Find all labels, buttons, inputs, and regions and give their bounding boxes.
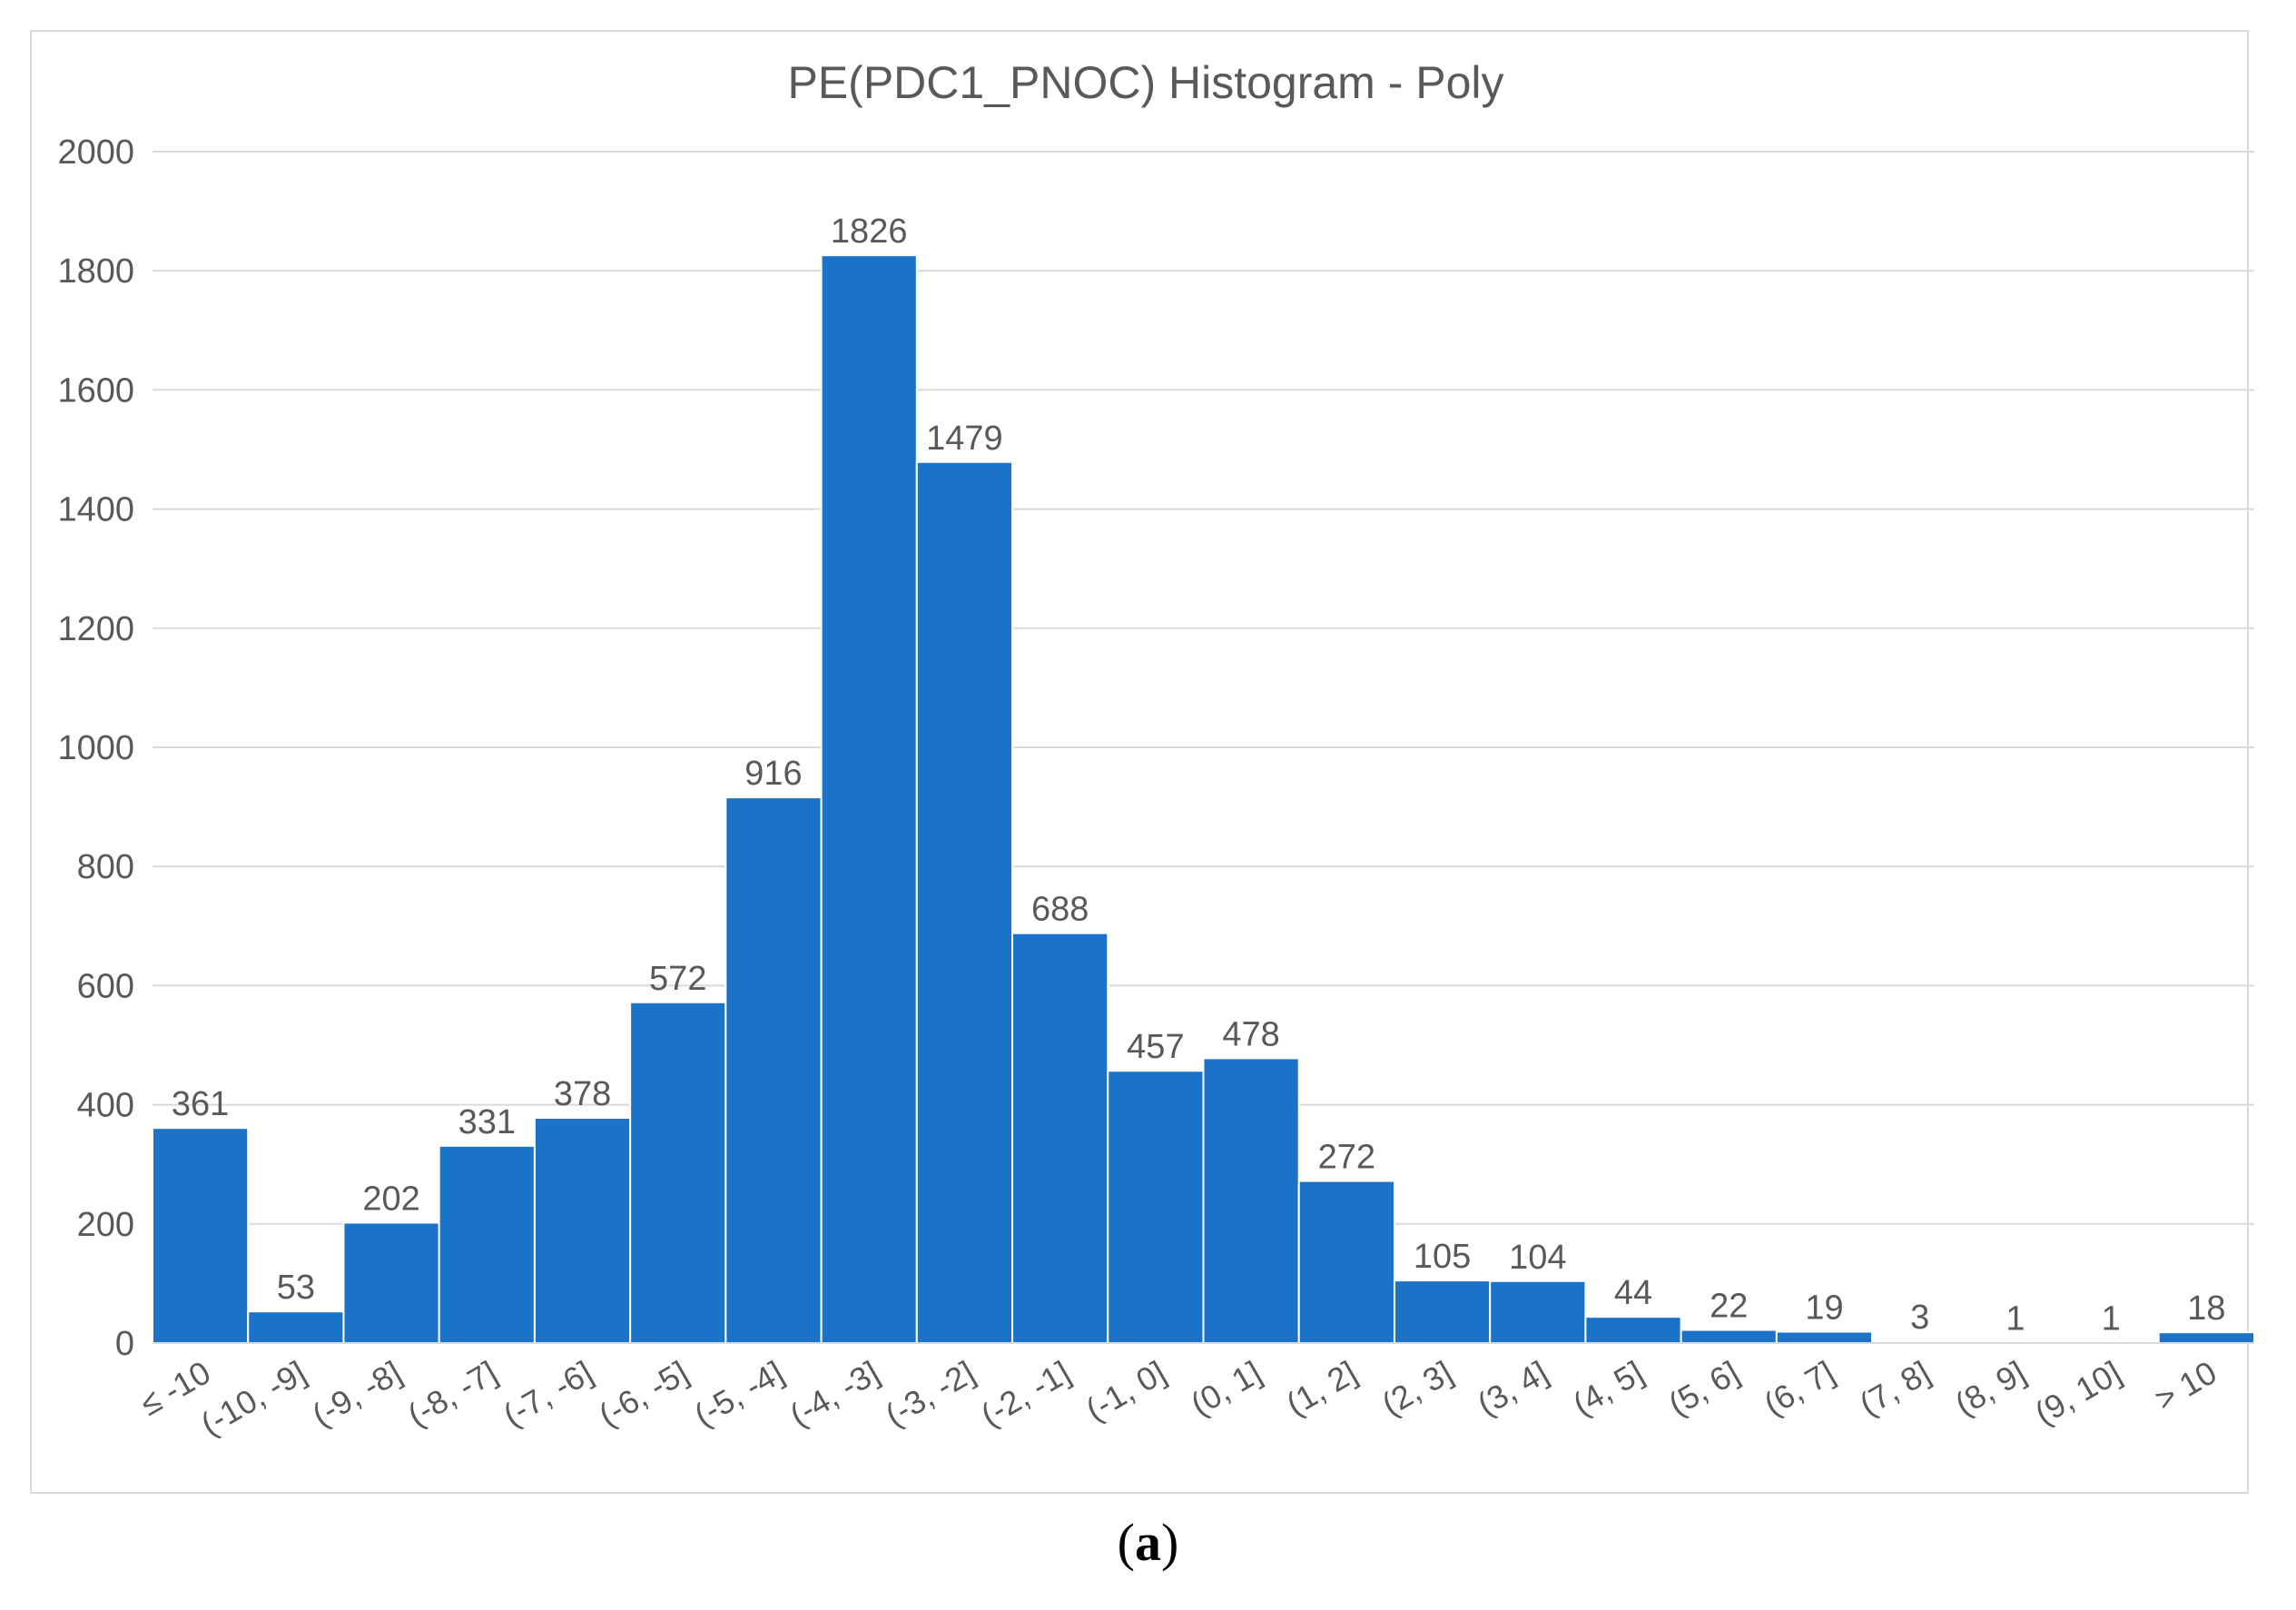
y-tick-label: 600 [77,967,134,1005]
panel-caption: (a) [0,1512,2296,1573]
histogram-bar [1393,1279,1492,1344]
bar-data-label: 1826 [831,212,908,251]
bar-data-label: 18 [2187,1289,2225,1328]
histogram-bar [1584,1316,1682,1344]
bar-data-label: 3 [1910,1299,1929,1337]
bar-data-label: 331 [458,1103,516,1141]
x-tick-label: (-7, -6] [497,1353,598,1434]
bar-data-label: 457 [1127,1028,1184,1066]
x-tick-label: (7, 8] [1853,1353,1936,1423]
histogram-bar [1775,1330,1874,1345]
histogram-bar [247,1310,345,1345]
bar-data-label: 572 [649,960,706,998]
caption-close-paren: ) [1161,1513,1179,1572]
bar-data-label: 916 [744,755,802,793]
y-tick-label: 2000 [57,133,134,172]
bar-data-label: 19 [1805,1289,1843,1328]
histogram-bar [438,1144,536,1345]
x-tick-label: (-1, 0] [1079,1353,1172,1428]
y-tick-label: 0 [115,1325,134,1363]
histogram-bar [1107,1070,1205,1344]
x-tick-label: (-4, -3] [783,1353,885,1434]
bar-data-label: 378 [554,1075,611,1113]
histogram-bar [915,460,1014,1344]
x-tick-label: (1, 2] [1280,1353,1364,1423]
y-tick-label: 200 [77,1206,134,1244]
bar-data-label: 53 [277,1269,315,1307]
y-tick-label: 800 [77,848,134,886]
histogram-bar [1011,932,1109,1344]
y-axis-tick-labels: 0 200 400 600 800 1000 1200 1400 1600 1800 2000 [57,133,134,1363]
bar-data-label: 202 [362,1180,419,1218]
bar-data-label: 272 [1318,1139,1375,1177]
x-tick-label: (-10, -9] [194,1353,312,1443]
bar-data-label: 478 [1222,1015,1279,1053]
x-tick-label: (-5, -4] [688,1353,790,1434]
x-tick-label: (-9, -8] [306,1353,408,1434]
x-tick-label: (-8, -7] [401,1353,503,1434]
caption-open-paren: ( [1117,1513,1135,1572]
histogram-bar [1297,1180,1395,1344]
histogram-bar [152,1127,250,1344]
bar-data-label: 1479 [926,420,1003,458]
bar-data-label: 105 [1414,1238,1471,1276]
bar-data-label: 44 [1614,1274,1652,1312]
histogram-bar [533,1117,632,1344]
x-tick-label: (3, 4] [1471,1353,1554,1423]
y-tick-label: 400 [77,1087,134,1125]
x-tick-label: (2, 3] [1375,1353,1459,1423]
bars [152,254,2255,1345]
y-tick-label: 1200 [57,610,134,648]
x-tick-label: (-6, -5] [592,1353,694,1434]
chart-title: PE(PDC1_PNOC) Histogram - Poly [787,57,1503,108]
y-tick-label: 1600 [57,371,134,410]
bar-data-label: 22 [1710,1288,1748,1326]
x-tick-label: (-3, -2] [879,1353,980,1434]
y-tick-label: 1400 [57,491,134,529]
bar-data-label: 1 [2102,1299,2121,1338]
bar-data-label: 1 [2005,1299,2025,1338]
x-tick-label: > 10 [2148,1353,2222,1417]
histogram-bar [1202,1057,1300,1344]
x-tick-label: (5, 6] [1662,1353,1746,1423]
bar-data-label: 104 [1509,1239,1566,1277]
x-tick-label: (4, 5] [1566,1353,1650,1423]
x-tick-label: (9, 10] [2028,1353,2127,1432]
x-axis-tick-labels: ≤ -10(-10, -9](-9, -8](-8, -7](-7, -6](-… [133,1353,2222,1443]
histogram-bar [629,1001,727,1344]
histogram-bar [820,254,918,1344]
y-tick-label: 1800 [57,252,134,291]
histogram-bar [724,796,823,1344]
x-tick-label: (0, 1] [1185,1353,1268,1423]
x-tick-label: (8, 9] [1948,1353,2032,1423]
bar-data-label: 688 [1031,891,1089,929]
y-tick-label: 1000 [57,729,134,767]
x-tick-label: (6, 7] [1758,1353,1841,1423]
histogram-bar [1680,1328,1778,1344]
data-labels: 361 53 202 331 378 572 916 1826 1479 688 457 478 272… [172,212,2226,1338]
histogram-bar [1489,1279,1587,1344]
bar-data-label: 361 [172,1085,229,1123]
x-tick-label: (-2, -1] [974,1353,1076,1434]
histogram-bar [2157,1331,2255,1345]
caption-letter: a [1135,1513,1161,1572]
histogram-bar [342,1221,440,1345]
